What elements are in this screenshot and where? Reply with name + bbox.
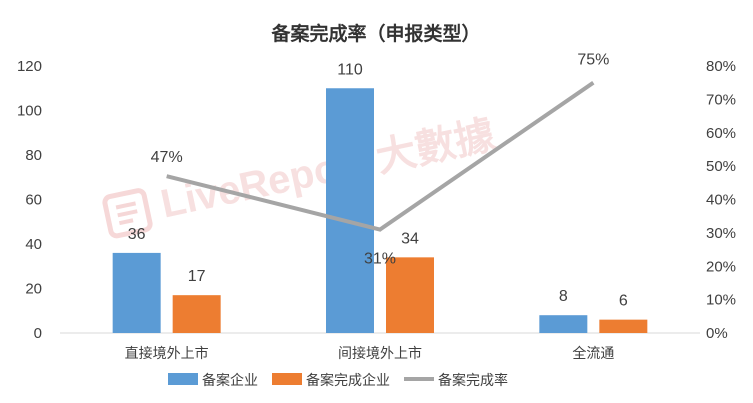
bar-completed (172, 295, 221, 333)
rate-line-series: 47% 31% 75% (151, 52, 610, 268)
bar-filed (112, 252, 161, 333)
rate-data-label: 31% (364, 251, 396, 268)
y-right-tick-label: 40% (706, 192, 736, 209)
rate-data-label: 47% (151, 149, 183, 166)
y-right-tick-label: 50% (706, 158, 736, 175)
bars: 36 17 110 34 8 6 (112, 61, 648, 333)
legend: 备案企业 备案完成企业 备案完成率 (168, 372, 508, 389)
legend-swatch (168, 373, 198, 385)
bar-completed (599, 319, 648, 333)
legend-swatch (272, 373, 302, 385)
y-left-tick-label: 80 (25, 147, 42, 164)
y-right-tick-label: 80% (706, 58, 736, 75)
y-right-tick-label: 20% (706, 258, 736, 275)
bar-data-label: 8 (559, 288, 568, 305)
y-right-tick-label: 60% (706, 125, 736, 142)
bar-data-label: 36 (128, 226, 146, 243)
rate-data-label: 75% (577, 52, 609, 69)
y-right-tick-label: 30% (706, 225, 736, 242)
x-category-label: 全流通 (572, 345, 614, 362)
bar-filed (326, 88, 374, 333)
y-axis-left: 0 20 40 60 80 100 120 (17, 58, 42, 342)
bar-filed (539, 315, 588, 333)
y-right-tick-label: 0% (706, 325, 728, 342)
bar-data-label: 6 (619, 293, 628, 310)
legend-label: 备案完成企业 (306, 372, 390, 389)
legend-label: 备案企业 (202, 372, 258, 389)
legend-label: 备案完成率 (438, 372, 508, 389)
chart-title: 备案完成率（申报类型） (270, 22, 480, 45)
watermark-logo-icon (102, 188, 153, 239)
y-axis-right: 0% 10% 20% 30% 40% 50% 60% 70% 80% (706, 58, 736, 342)
y-right-tick-label: 70% (706, 91, 736, 108)
y-right-tick-label: 10% (706, 292, 736, 309)
y-left-tick-label: 100 (17, 103, 42, 120)
bar-data-label: 34 (401, 230, 419, 247)
y-left-tick-label: 60 (25, 192, 42, 209)
bar-data-label: 110 (337, 61, 363, 78)
rate-line (166, 81, 595, 232)
y-left-tick-label: 20 (25, 281, 42, 298)
x-category-label: 直接境外上市 (125, 345, 209, 362)
x-category-label: 间接境外上市 (338, 345, 422, 362)
y-left-tick-label: 40 (25, 236, 42, 253)
y-left-tick-label: 0 (34, 325, 42, 342)
bar-data-label: 17 (188, 268, 206, 285)
watermark: LiveReport 大數據 (102, 113, 500, 239)
x-axis-categories: 直接境外上市 间接境外上市 全流通 (125, 345, 615, 362)
y-left-tick-label: 120 (17, 58, 42, 75)
bar-completed (386, 257, 434, 333)
